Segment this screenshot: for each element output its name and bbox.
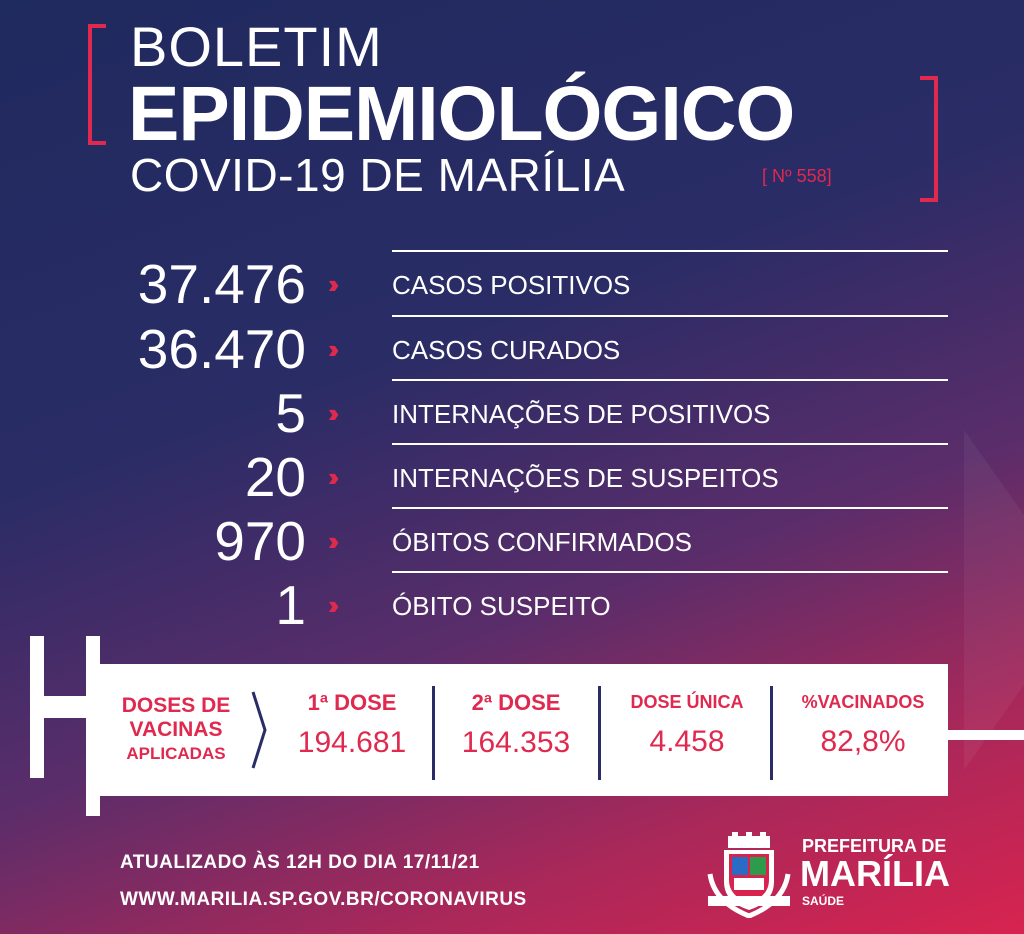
dose-column-single: DOSE ÚNICA 4.458 [612,690,762,759]
stat-label: CASOS CURADOS [392,335,621,365]
stat-row-positive-cases: 37.476 ›› CASOS POSITIVOS [0,250,1024,316]
issue-number: [ Nº 558] [762,166,832,186]
stat-label: CASOS POSITIVOS [392,270,631,300]
title-bracket-left [88,24,106,145]
stat-value: 5 [275,382,306,444]
dose-label: 2ª DOSE [471,690,561,715]
stat-row-recovered: 36.470 ›› CASOS CURADOS [0,315,1024,381]
background-chevron [964,430,1024,770]
title-line-2: EPIDEMIOLÓGICO [128,71,795,157]
row-divider [392,379,948,381]
stat-value: 970 [214,510,306,572]
title-line-1: BOLETIM [130,15,383,78]
vaccine-title-line-3: APLICADAS [126,744,226,763]
syringe-plunger-rod [44,696,98,718]
stat-label: ÓBITO SUSPEITO [392,591,611,621]
stat-row-hospitalized-suspected: 20 ›› INTERNAÇÕES DE SUSPEITOS [0,443,1024,509]
double-chevron-icon: ›› [328,269,340,299]
dose-label: DOSE ÚNICA [630,692,744,712]
vaccine-doses-title: DOSES DE VACINAS APLICADAS [104,694,248,766]
stat-label: INTERNAÇÕES DE SUSPEITOS [392,463,779,493]
vaccine-title-line-2: VACINAS [129,718,223,741]
logo-line-3: SAÚDE [802,894,845,908]
updated-timestamp: ATUALIZADO ÀS 12H DO DIA 17/11/21 [120,852,480,873]
stat-value: 37.476 [137,253,306,315]
dose-column-second: 2ª DOSE 164.353 [446,690,586,760]
stat-value: 36.470 [137,318,306,380]
stat-row-hospitalized-positive: 5 ›› INTERNAÇÕES DE POSITIVOS [0,379,1024,445]
syringe-body [100,664,948,796]
double-chevron-icon: ›› [328,590,340,620]
double-chevron-icon: ›› [328,398,340,428]
logo-line-2: MARÍLIA [800,853,950,894]
syringe-needle [948,730,1024,740]
city-coat-of-arms-icon [707,832,791,918]
double-chevron-icon: ›› [328,334,340,364]
double-chevron-icon: ›› [328,462,340,492]
stat-label: ÓBITOS CONFIRMADOS [392,527,692,557]
stat-label: INTERNAÇÕES DE POSITIVOS [392,399,771,429]
dose-column-vaccinated: %VACINADOS 82,8% [782,690,944,759]
stat-value: 20 [244,446,306,508]
row-divider [392,507,948,509]
column-divider [432,686,435,780]
row-divider [392,315,948,317]
column-divider [598,686,601,780]
row-divider [392,250,948,252]
dose-value: 4.458 [649,725,725,758]
dose-label: %VACINADOS [801,692,925,712]
column-divider [770,686,773,780]
syringe-plunger-cap [30,636,44,778]
dose-value: 194.681 [297,726,407,759]
title-bracket-right [920,76,938,202]
row-divider [392,571,948,573]
vaccine-title-line-1: DOSES DE [121,694,231,717]
dose-label: 1ª DOSE [307,690,397,715]
stat-row-suspected-death: 1 ›› ÓBITO SUSPEITO [0,571,1024,637]
stat-value: 1 [275,574,306,636]
dose-value: 82,8% [820,725,906,758]
double-chevron-icon: ›› [328,526,340,556]
dose-value: 164.353 [461,726,571,759]
chevron-right-icon [251,691,267,769]
stat-row-confirmed-deaths: 970 ›› ÓBITOS CONFIRMADOS [0,507,1024,573]
syringe-flange [86,636,100,816]
dose-column-first: 1ª DOSE 194.681 [282,690,422,760]
title-line-3: COVID-19 DE MARÍLIA [130,149,626,201]
website-url[interactable]: WWW.MARILIA.SP.GOV.BR/CORONAVIRUS [120,889,527,910]
row-divider [392,443,948,445]
logo-line-1: PREFEITURA DE [802,836,947,856]
